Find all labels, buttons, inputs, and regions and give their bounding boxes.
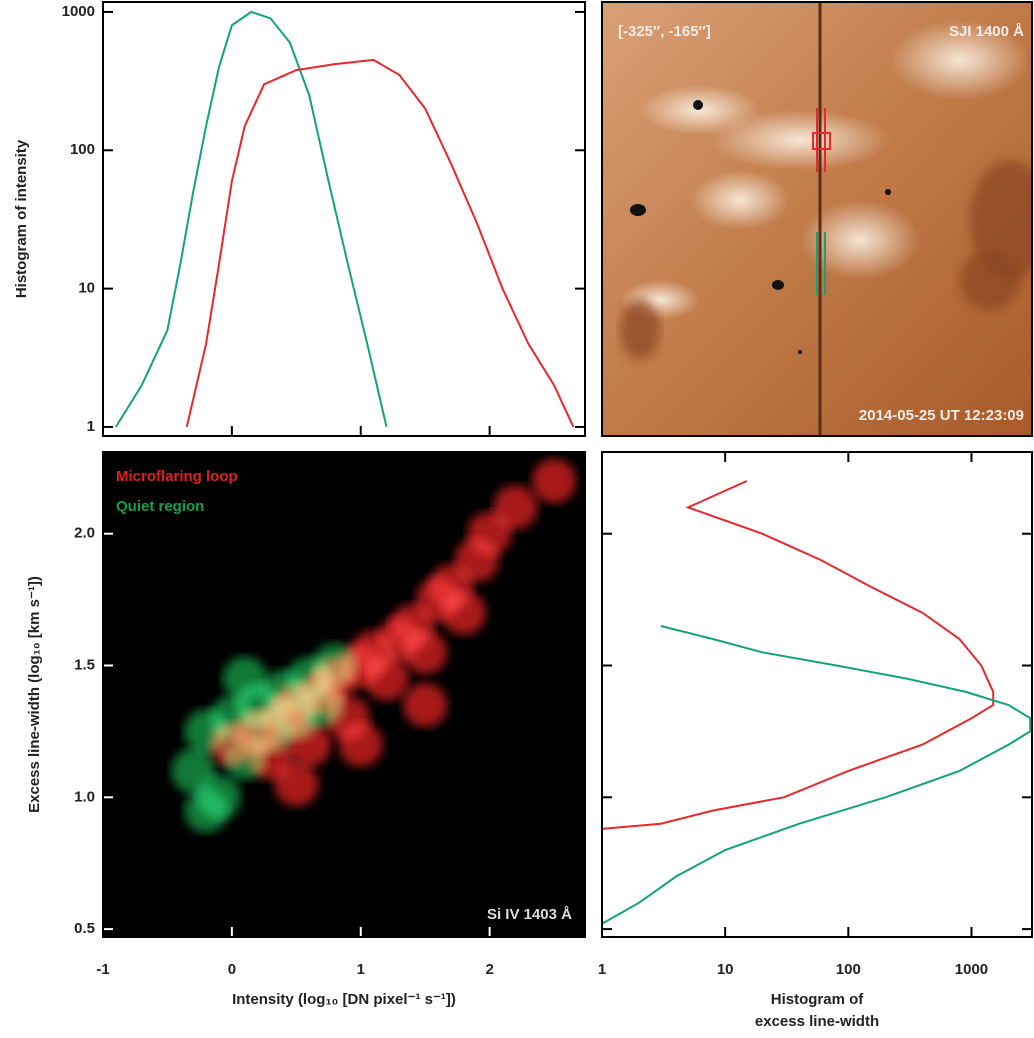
axes-frame (102, 451, 586, 938)
x-tick-label: 1000 (955, 961, 988, 978)
histogram-line (115, 10, 388, 428)
solar-image (602, 2, 1032, 436)
x-tick-label: 1 (357, 961, 365, 978)
dust-spot (630, 204, 646, 216)
y-tick-label: 1.0 (74, 788, 95, 805)
legend-entry: Microflaring loop (116, 468, 238, 485)
x-axis-label: excess line-width (755, 1013, 879, 1030)
scatter-point (403, 630, 448, 675)
dark-region (970, 160, 1032, 280)
dust-spot (798, 350, 802, 354)
y-axis-label: Excess line-width (log₁₀ [km s⁻¹]) (26, 576, 43, 813)
legend-entry: Quiet region (116, 498, 204, 515)
y-tick-label: 1 (87, 418, 95, 435)
scatter-point (274, 762, 319, 807)
x-tick-label: 10 (717, 961, 734, 978)
dust-spot (693, 100, 703, 110)
axes-frame (601, 451, 1033, 938)
bright-region (690, 170, 790, 230)
histogram-line (601, 480, 995, 830)
bright-region (710, 110, 890, 170)
bright-region (890, 20, 1030, 100)
histogram-line (601, 625, 1032, 925)
x-tick-label: 2 (485, 961, 493, 978)
y-tick-label: 1000 (62, 3, 95, 20)
scatter-point (222, 656, 267, 701)
scatter-point (493, 485, 538, 530)
bright-region (640, 85, 760, 135)
axes-frame (102, 1, 586, 437)
axes-frame (601, 1, 1033, 437)
scatter-point (312, 643, 357, 688)
y-tick-label: 10 (78, 280, 95, 297)
scatter-point (441, 590, 486, 635)
loop-box (812, 132, 831, 150)
scatter-point (300, 683, 345, 728)
dust-spot (885, 189, 891, 195)
scatter-point (338, 722, 383, 767)
x-tick-label: -1 (96, 961, 109, 978)
image-annotation: 2014-05-25 UT 12:23:09 (859, 407, 1024, 424)
scatter-point (532, 458, 577, 503)
y-tick-label: 1.5 (74, 656, 95, 673)
y-axis-label: Histogram of intensity (13, 139, 30, 298)
image-annotation: [-325″, -165″] (618, 23, 711, 40)
x-axis-label: Histogram of (771, 991, 865, 1008)
scatter-point (184, 788, 229, 833)
scatter-point (403, 683, 448, 728)
image-annotation: SJI 1400 Å (949, 23, 1024, 40)
y-tick-label: 2.0 (74, 525, 95, 542)
y-tick-label: 100 (70, 141, 95, 158)
dark-region (620, 300, 660, 360)
y-tick-label: 0.5 (74, 920, 95, 937)
annotation: Si IV 1403 Å (487, 906, 572, 923)
x-tick-label: 1 (598, 961, 606, 978)
x-axis-label: Intensity (log₁₀ [DN pixel⁻¹ s⁻¹]) (232, 991, 456, 1008)
x-tick-label: 100 (836, 961, 861, 978)
histogram-line (185, 58, 575, 428)
scatter-points (171, 458, 577, 833)
bright-region (800, 200, 920, 280)
dust-spot (772, 280, 784, 290)
x-tick-label: 0 (228, 961, 236, 978)
dark-region (960, 250, 1020, 310)
scatter-point (364, 656, 409, 701)
